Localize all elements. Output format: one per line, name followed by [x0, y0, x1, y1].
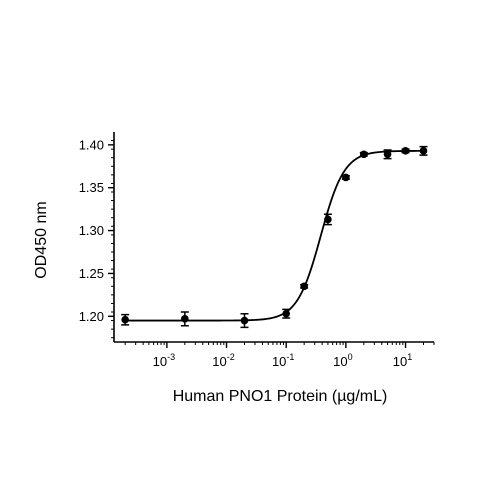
y-tick-label: 1.25	[79, 266, 104, 281]
fit-curve	[125, 149, 424, 322]
y-axis-title: OD450 nm	[33, 201, 50, 278]
x-tick-label: 10-1	[272, 352, 294, 369]
x-tick-label: 10-2	[212, 352, 234, 369]
data-point	[401, 147, 410, 155]
x-axis-title: Human PNO1 Protein (µg/mL)	[173, 388, 388, 405]
data-point	[383, 150, 392, 159]
data-point	[240, 316, 249, 325]
data-point	[282, 309, 290, 318]
y-tick-label: 1.20	[79, 309, 104, 324]
x-tick-label: 10-3	[153, 352, 175, 369]
y-tick-label: 1.30	[79, 223, 104, 238]
x-tick-label: 100	[333, 352, 352, 369]
data-point	[360, 150, 368, 159]
data-point	[121, 315, 129, 324]
plot-area: 1.20 1.25 1.30 1.35 1.40 10-3 10-2 10-1 100 101	[79, 132, 435, 369]
data-point	[324, 215, 332, 224]
data-point	[181, 315, 189, 323]
y-tick-label: 1.40	[79, 137, 104, 152]
data-point	[300, 282, 308, 291]
x-tick-label: 101	[393, 352, 412, 369]
data-point	[419, 147, 428, 155]
y-tick-label: 1.35	[79, 180, 104, 195]
data-point	[342, 173, 350, 182]
